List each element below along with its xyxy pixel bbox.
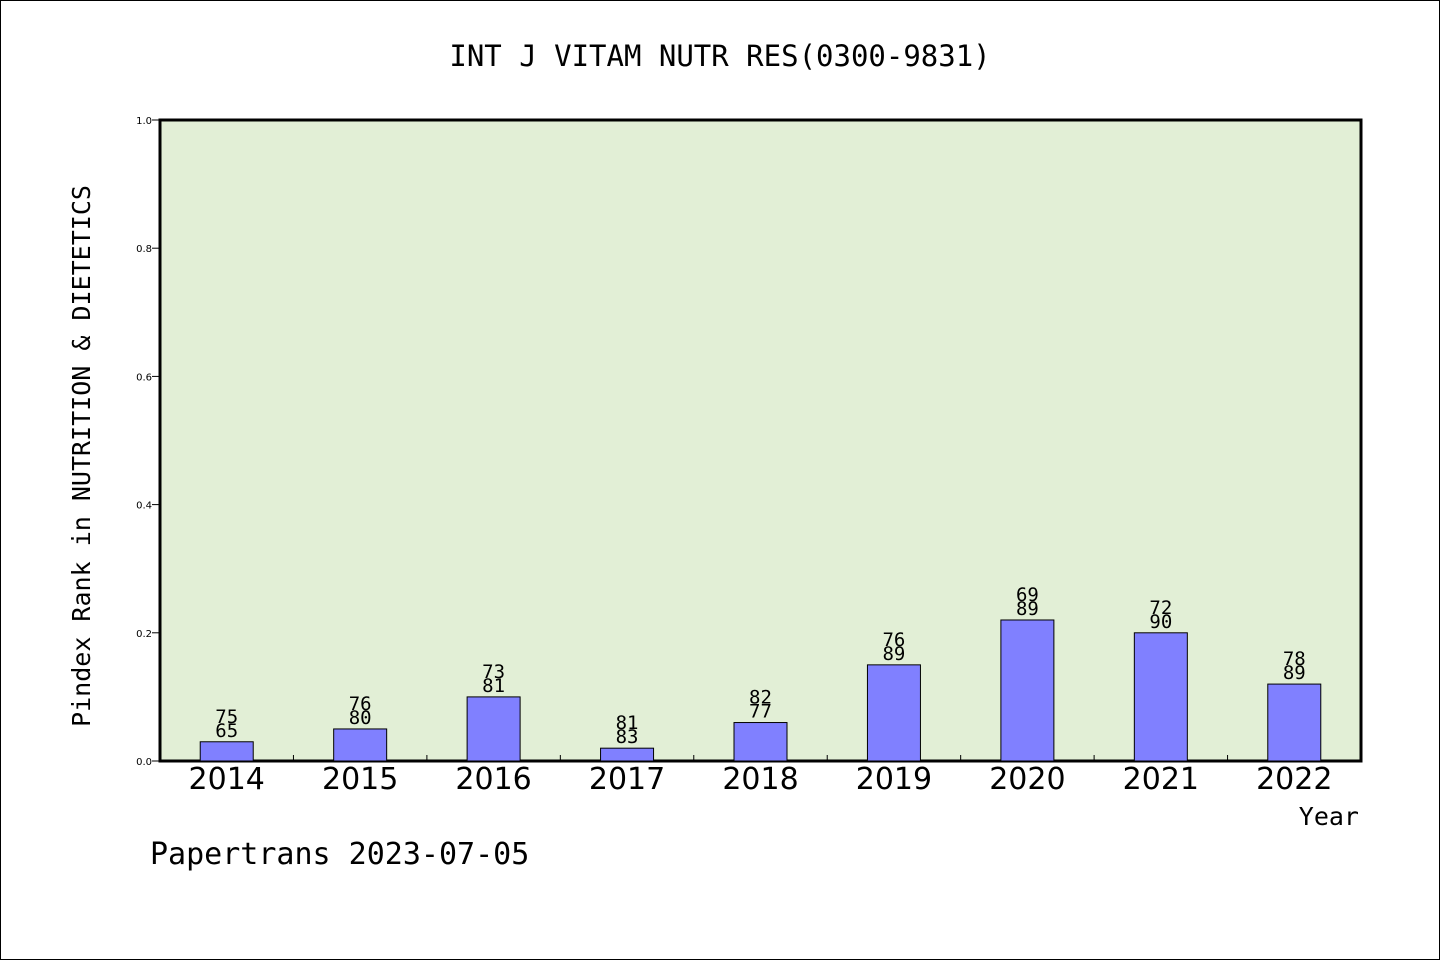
bar-label-bottom: 77: [749, 701, 772, 723]
x-tick-label: 2015: [322, 762, 398, 797]
bar: [1000, 619, 1055, 762]
footer-credit: Papertrans 2023-07-05: [150, 837, 529, 872]
y-tick-label: 0.6: [136, 372, 152, 383]
bar-label-top: 73: [482, 661, 505, 683]
x-tick-label: 2022: [1256, 762, 1332, 797]
bar-label-bottom: 89: [882, 643, 905, 665]
bar-label-top: 72: [1149, 597, 1172, 619]
y-axis-label: Pindex Rank in NUTRITION & DIETETICS: [67, 185, 96, 727]
bar: [866, 664, 921, 762]
bar: [199, 741, 254, 762]
chart-title: INT J VITAM NUTR RES(0300-9831): [449, 39, 990, 73]
bar-label-top: 75: [215, 706, 238, 728]
y-tick-label: 0.0: [136, 757, 152, 768]
y-axis-ticks: 0.0 0.2 0.4 0.6 0.8 1.0: [136, 116, 160, 768]
x-tick-label: 2017: [589, 762, 665, 797]
bar-label-top: 78: [1283, 648, 1306, 670]
bar-label-bottom: 89: [1283, 662, 1306, 684]
bar: [600, 747, 655, 762]
bar-label-bottom: 81: [482, 675, 505, 697]
bar-label-bottom: 90: [1149, 611, 1172, 633]
y-tick-label: 0.2: [136, 629, 152, 640]
bar-label-top: 82: [749, 687, 772, 709]
bar: [733, 722, 788, 762]
bar: [1267, 683, 1322, 762]
x-tick-label: 2014: [189, 762, 265, 797]
x-tick-label: 2019: [856, 762, 932, 797]
bar-label-bottom: 83: [616, 726, 639, 748]
bar-label-top: 81: [616, 712, 639, 734]
bar-label-top: 76: [349, 693, 372, 715]
y-tick-label: 1.0: [136, 116, 152, 127]
x-tick-label: 2020: [989, 762, 1065, 797]
x-tick-label: 2016: [455, 762, 531, 797]
x-axis-label: Year: [1299, 802, 1359, 831]
bar-label-bottom: 89: [1016, 598, 1039, 620]
bar-label-top: 69: [1016, 584, 1039, 606]
bar-label-top: 76: [882, 629, 905, 651]
y-tick-label: 0.4: [136, 501, 152, 512]
bar: [1133, 632, 1188, 762]
bar-label-bottom: 65: [215, 720, 238, 742]
bar-label-bottom: 80: [349, 707, 372, 729]
bar: [333, 728, 388, 762]
x-tick-label: 2021: [1123, 762, 1199, 797]
x-tick-label: 2018: [722, 762, 798, 797]
y-tick-label: 0.8: [136, 244, 152, 255]
bar: [466, 696, 521, 762]
x-axis-ticks: 2014 2015 2016 2017 2018 2019 2020 2021 2022: [189, 755, 1332, 797]
